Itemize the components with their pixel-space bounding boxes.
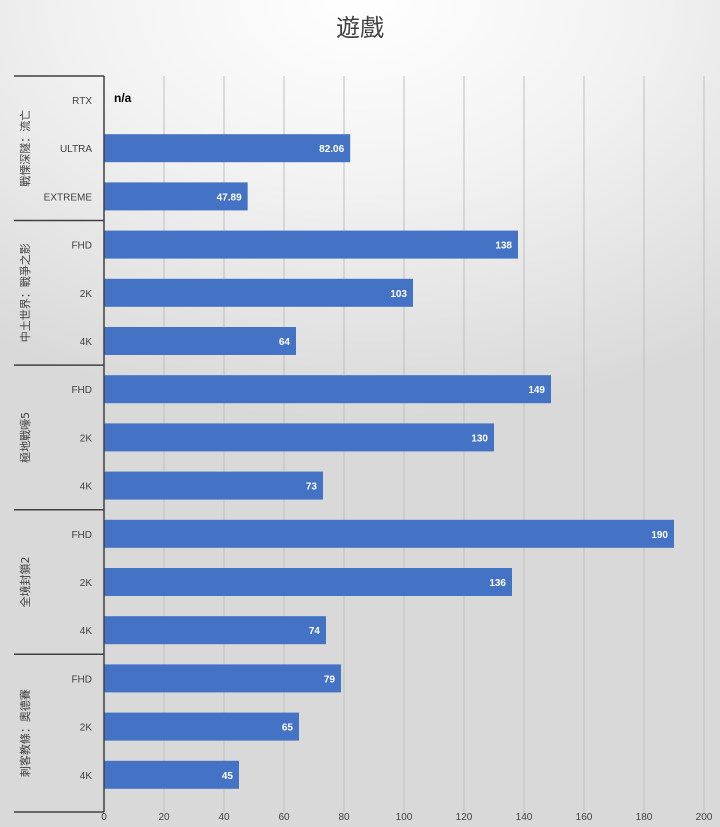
category-label: FHD [71, 241, 92, 252]
data-label: 74 [309, 626, 321, 637]
data-label: 64 [279, 337, 291, 348]
x-tick-label: 200 [696, 812, 713, 823]
category-label: FHD [71, 385, 92, 396]
group-label: 全境封鎖2 [18, 557, 32, 608]
bar [104, 423, 494, 452]
category-label: 4K [80, 626, 93, 637]
bar [104, 375, 551, 404]
data-label: 138 [495, 241, 512, 252]
data-label: 79 [324, 674, 336, 685]
category-label: 4K [80, 771, 93, 782]
category-label: RTX [72, 96, 92, 107]
data-label: 82.06 [319, 144, 344, 155]
data-label: 45 [222, 771, 234, 782]
bar [104, 712, 299, 741]
data-label: 149 [528, 385, 545, 396]
x-tick-label: 80 [338, 812, 350, 823]
data-label: 103 [390, 289, 407, 300]
bar [104, 760, 239, 789]
bar [104, 519, 674, 548]
category-label: 2K [80, 433, 93, 444]
x-tick-label: 40 [218, 812, 230, 823]
data-label: 65 [282, 723, 294, 734]
x-tick-label: 60 [278, 812, 290, 823]
bar [104, 664, 341, 693]
category-label: FHD [71, 674, 92, 685]
category-label: 2K [80, 289, 93, 300]
bar [104, 568, 512, 596]
category-label: 4K [80, 482, 93, 493]
category-label: 2K [80, 578, 93, 589]
group-label: 極地戰嚎5 [18, 412, 32, 463]
x-tick-label: 0 [101, 812, 107, 823]
data-label: 190 [651, 530, 668, 541]
category-label: FHD [71, 530, 92, 541]
data-label: 47.89 [217, 192, 242, 203]
bar [104, 471, 323, 500]
bar [104, 134, 351, 163]
group-label: 刺客教條：奧德賽 [18, 689, 32, 777]
bar [104, 278, 413, 307]
data-label: 130 [471, 433, 488, 444]
data-label: 136 [489, 578, 506, 589]
chart-title: 遊戲 [336, 14, 384, 42]
group-label: 中土世界：戰爭之影 [18, 243, 32, 342]
group-label: 戰慄深隧：流亡 [18, 110, 32, 187]
x-tick-label: 160 [576, 812, 593, 823]
x-tick-label: 140 [516, 812, 533, 823]
data-label: 73 [306, 482, 318, 493]
x-tick-label: 180 [636, 812, 653, 823]
x-tick-label: 120 [456, 812, 473, 823]
bar [104, 327, 296, 355]
category-label: 4K [80, 337, 93, 348]
category-label: 2K [80, 723, 93, 734]
x-tick-label: 20 [158, 812, 170, 823]
category-label: ULTRA [60, 144, 92, 155]
x-tick-label: 100 [396, 812, 413, 823]
bar [104, 230, 518, 259]
data-label: n/a [114, 91, 132, 105]
bar [104, 182, 248, 211]
bar [104, 616, 326, 645]
category-label: EXTREME [44, 192, 93, 203]
